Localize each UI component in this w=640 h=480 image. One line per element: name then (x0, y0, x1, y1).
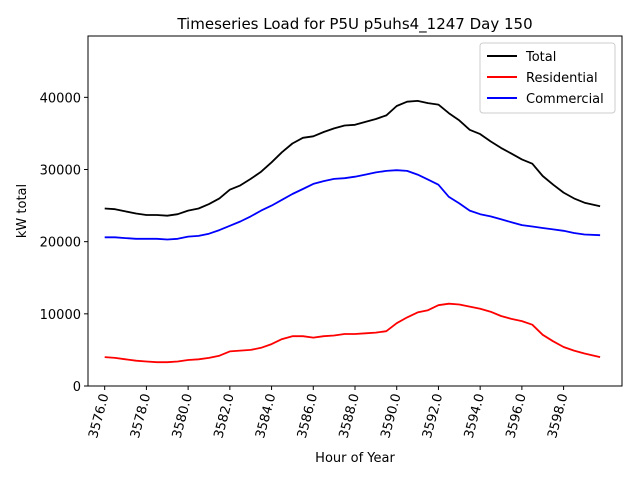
y-tick-label: 20000 (40, 236, 81, 251)
chart-title: Timeseries Load for P5U p5uhs4_1247 Day … (176, 15, 532, 34)
series-layer (104, 100, 601, 364)
series-line-residential (104, 302, 601, 364)
x-axis-label: Hour of Year (315, 451, 395, 466)
series-line-commercial (104, 169, 601, 241)
legend-box (479, 42, 616, 114)
legend-label-commercial: Commercial (526, 92, 604, 107)
y-tick-label: 30000 (40, 164, 81, 179)
y-tick-label: 10000 (40, 308, 81, 323)
legend-label-residential: Residential (526, 71, 598, 86)
y-axis-label: kW total (15, 184, 30, 238)
y-tick-label: 40000 (40, 91, 81, 106)
series-line-total (104, 100, 601, 217)
y-axis: 0 10000 20000 30000 40000 (40, 91, 88, 395)
y-tick-label: 0 (73, 380, 81, 395)
legend-label-total: Total (525, 50, 556, 65)
legend: Total Residential Commercial (479, 42, 616, 114)
